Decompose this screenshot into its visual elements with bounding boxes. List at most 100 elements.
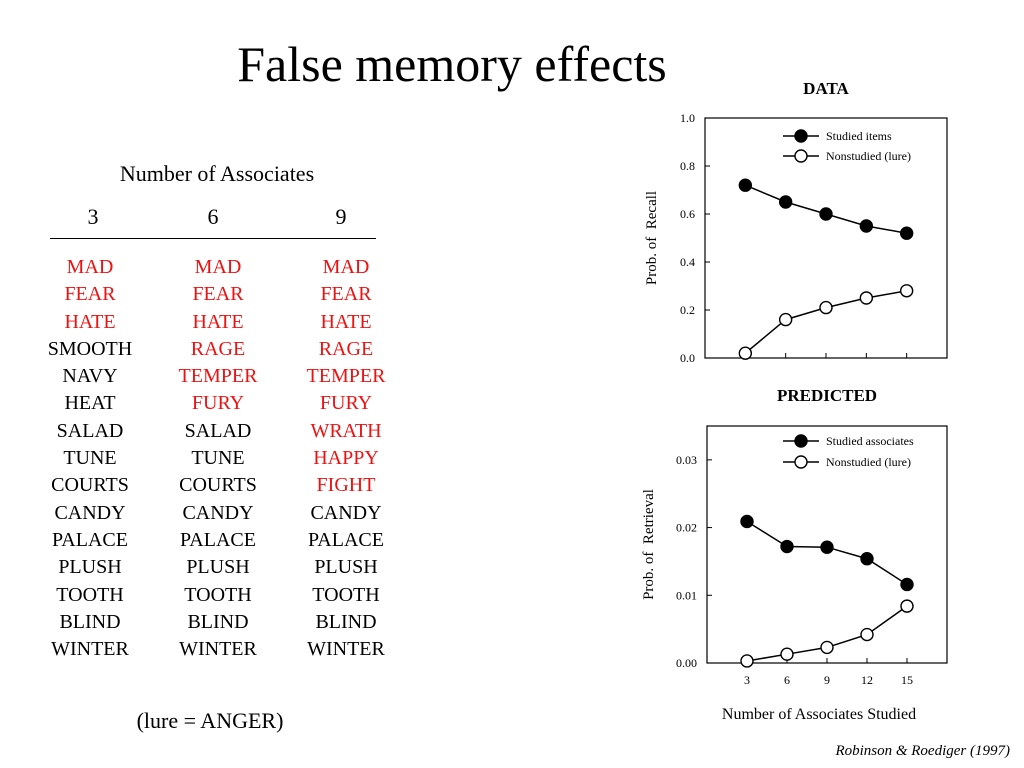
list-word: BLIND — [315, 610, 377, 633]
list-word: CANDY — [310, 501, 382, 524]
y-tick-label: 0.03 — [676, 453, 697, 467]
lure-word: HATE — [320, 310, 372, 333]
list-word: TOOTH — [312, 583, 380, 606]
list-word: CANDY — [182, 501, 254, 524]
word-list-3: MAD FEAR HATE SMOOTH NAVY HEAT SALAD TUNE COURTS… — [25, 254, 155, 663]
data-point-studied — [740, 514, 754, 529]
y-tick-label: 1.0 — [680, 111, 695, 125]
column-label-9: 9 — [335, 204, 347, 229]
list-word: TOOTH — [184, 583, 252, 606]
y-axis-label: Prob. of Recall — [644, 191, 660, 285]
y-tick-label: 0.02 — [676, 521, 697, 535]
data-point-studied — [738, 178, 753, 192]
list-word: NAVY — [62, 365, 118, 388]
y-axis-label: Prob. of Retrieval — [641, 489, 657, 600]
y-tick-label: 0.0 — [680, 351, 695, 365]
legend-marker — [794, 434, 808, 448]
x-tick-label: 3 — [744, 673, 750, 687]
y-tick-label: 0.2 — [680, 303, 695, 317]
data-point-studied — [859, 219, 874, 233]
list-word: SALAD — [184, 419, 252, 442]
data-point-studied — [819, 207, 833, 221]
x-tick-label: 12 — [861, 673, 873, 687]
header-divider — [50, 238, 376, 239]
data-point-nonstudied — [860, 627, 874, 642]
lure-word: HATE — [192, 310, 244, 333]
legend-marker — [794, 455, 808, 469]
lure-word: WRATH — [310, 419, 382, 442]
list-word: BLIND — [187, 610, 249, 633]
y-tick-label: 0.8 — [680, 159, 695, 173]
data-point-studied — [899, 226, 914, 240]
lure-word: FIGHT — [316, 474, 376, 497]
lure-word: TEMPER — [178, 365, 258, 388]
data-point-nonstudied — [778, 312, 793, 327]
legend-marker — [794, 149, 808, 163]
data-point-nonstudied — [900, 599, 914, 613]
y-tick-label: 0.4 — [680, 255, 695, 269]
list-word: PLUSH — [314, 556, 378, 579]
list-word: WINTER — [51, 638, 129, 661]
list-word: COURTS — [51, 474, 129, 497]
data-point-studied — [820, 540, 834, 554]
lure-word: RAGE — [190, 337, 246, 360]
lure-word: FEAR — [64, 283, 116, 306]
data-point-nonstudied — [819, 300, 833, 315]
y-tick-label: 0.6 — [680, 207, 695, 221]
lure-word: MAD — [322, 256, 370, 278]
y-tick-label: 0.00 — [676, 656, 697, 670]
citation: Robinson & Roediger (1997) — [835, 743, 1010, 759]
lure-word: FEAR — [192, 283, 244, 306]
column-label-3: 3 — [87, 204, 99, 229]
list-word: CANDY — [54, 501, 126, 524]
x-tick-label: 15 — [901, 673, 913, 687]
list-word: WINTER — [179, 638, 257, 661]
lure-word: FURY — [191, 392, 245, 415]
column-label-6: 6 — [207, 204, 219, 229]
legend-marker — [794, 129, 808, 143]
series-line-nonstudied — [744, 290, 907, 354]
chart-title: PREDICTED — [777, 386, 877, 405]
data-point-nonstudied — [740, 654, 754, 668]
legend-label: Nonstudied (lure) — [826, 455, 911, 469]
list-word: PALACE — [180, 528, 256, 551]
lure-word: HATE — [64, 310, 116, 333]
list-word: PLUSH — [58, 556, 122, 579]
list-word: WINTER — [307, 638, 385, 661]
chart-title: DATA — [803, 79, 849, 98]
legend-label: Studied items — [826, 129, 892, 143]
lure-word: RAGE — [318, 337, 374, 360]
list-word: SMOOTH — [47, 337, 133, 360]
slide-title: False memory effects — [237, 36, 667, 92]
list-word: TUNE — [191, 447, 245, 470]
list-word: TUNE — [63, 447, 117, 470]
y-tick-label: 0.01 — [676, 588, 697, 602]
lure-word: HAPPY — [313, 447, 379, 470]
list-word: TOOTH — [56, 583, 124, 606]
chart-predicted: PREDICTED 0.00 0.01 0.02 0.03 3 6 9 12 15 Prob. of… — [641, 386, 948, 723]
word-list-6: MAD FEAR HATE RAGE TEMPER FURY SALAD TUNE COURTS… — [153, 254, 283, 663]
lure-word: MAD — [66, 256, 114, 278]
data-point-nonstudied — [738, 346, 753, 360]
lure-note: (lure = ANGER) — [136, 708, 284, 733]
list-word: COURTS — [179, 474, 257, 497]
list-word: PLUSH — [186, 556, 250, 579]
lure-word: FEAR — [320, 283, 372, 306]
list-word: PALACE — [308, 528, 384, 551]
x-axis-label: Number of Associates Studied — [722, 706, 916, 723]
data-point-studied — [780, 539, 794, 554]
data-point-nonstudied — [820, 640, 834, 655]
legend-label: Nonstudied (lure) — [826, 149, 911, 163]
list-word: SALAD — [56, 419, 124, 442]
legend-label: Studied associates — [826, 434, 914, 448]
data-point-nonstudied — [780, 647, 794, 661]
data-point-studied — [900, 577, 914, 592]
list-word: PALACE — [52, 528, 128, 551]
associates-header: Number of Associates — [119, 161, 315, 186]
chart-data: DATA 0.0 0.2 0.4 0.6 0.8 1.0 Prob. of Recall Stu… — [644, 79, 948, 365]
x-tick-label: 6 — [784, 673, 790, 687]
lure-word: FURY — [319, 392, 373, 415]
data-point-studied — [860, 552, 874, 566]
word-list-9: MAD FEAR HATE RAGE TEMPER FURY WRATH HAPPY FIGHT… — [281, 254, 411, 663]
